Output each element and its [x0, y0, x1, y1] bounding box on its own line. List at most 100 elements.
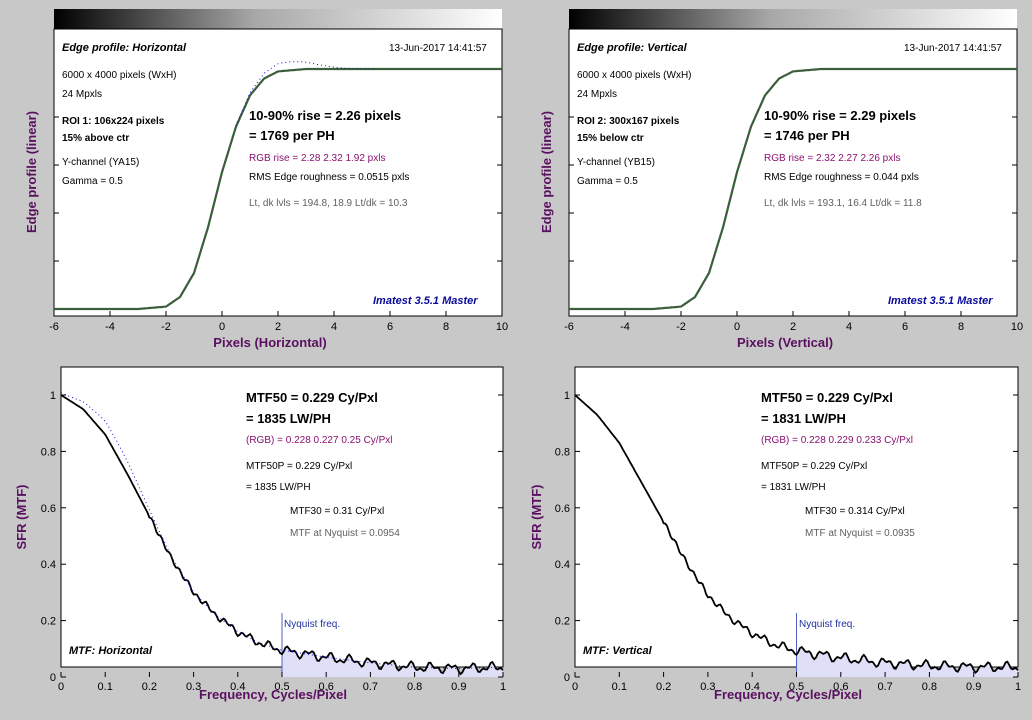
mtf50p: MTF50P = 0.229 Cy/Pxl	[246, 461, 352, 472]
x-tick-label: 0.6	[833, 681, 848, 693]
x-tick-label: 4	[846, 321, 852, 333]
x-tick-label: 0.9	[966, 681, 981, 693]
roi-position: 15% below ctr	[577, 133, 644, 144]
rgb-mtf50: (RGB) = 0.228 0.227 0.25 Cy/Pxl	[246, 435, 392, 446]
rgb-rise: RGB rise = 2.28 2.32 1.92 pxls	[249, 153, 385, 164]
timestamp: 13-Jun-2017 14:41:57	[904, 43, 1002, 54]
nyquist-label: Nyquist freq.	[284, 619, 340, 630]
edge-curve	[569, 67, 1017, 311]
x-tick-label: -2	[676, 321, 686, 333]
rise-value: 10-90% rise = 2.26 pixels	[249, 108, 401, 123]
y-axis-label: Edge profile (linear)	[539, 111, 554, 233]
info-resolution: 6000 x 4000 pixels (WxH)	[577, 70, 692, 81]
x-tick-label: 2	[790, 321, 796, 333]
edge-roughness: RMS Edge roughness = 0.0515 pxls	[249, 172, 409, 183]
edge-profile-line-luminance	[569, 68, 1017, 310]
y-tick-label: 1	[564, 390, 570, 402]
mtf-line	[60, 394, 504, 676]
nyquist-fill	[796, 613, 1018, 677]
info-resolution: 6000 x 4000 pixels (WxH)	[62, 70, 177, 81]
lw-ph: = 1831 LW/PH	[761, 411, 846, 426]
edge-gradient-strip	[569, 9, 1017, 29]
gamma: Gamma = 0.5	[577, 176, 638, 187]
mtf-at-nyquist: MTF at Nyquist = 0.0954	[290, 528, 400, 539]
x-tick-label: 0.2	[142, 681, 157, 693]
edge-curve	[54, 61, 502, 311]
channel: Y-channel (YB15)	[577, 157, 655, 168]
x-tick-label: 0.1	[612, 681, 627, 693]
lw-ph: = 1835 LW/PH	[246, 411, 331, 426]
x-tick-label: 1	[500, 681, 506, 693]
y-tick-label: 0.6	[41, 503, 56, 515]
x-tick-labels: -6 -4 -2 0 2 4 6 8 10	[49, 321, 508, 333]
levels: Lt, dk lvls = 193.1, 16.4 Lt/dk = 11.8	[764, 198, 922, 209]
x-tick-label: 0.9	[451, 681, 466, 693]
x-tick-label: 0.2	[656, 681, 671, 693]
mtf-curve	[574, 394, 1019, 675]
x-tick-label: 0.3	[186, 681, 201, 693]
x-tick-label: -4	[620, 321, 630, 333]
x-tick-labels: 0 0.1 0.2 0.3 0.4 0.5 0.6 0.7 0.8 0.9 1	[572, 672, 1021, 693]
per-ph-value: = 1769 per PH	[249, 128, 335, 143]
channel: Y-channel (YA15)	[62, 157, 139, 168]
x-axis-label: Frequency, Cycles/Pixel	[199, 687, 347, 702]
plot-area	[60, 366, 504, 668]
y-tick-label: 1	[50, 390, 56, 402]
x-tick-label: -4	[105, 321, 115, 333]
mtf-vertical-panel: MTF50 = 0.229 Cy/Pxl = 1831 LW/PH (RGB) …	[529, 366, 1021, 702]
y-axis-label: SFR (MTF)	[14, 485, 29, 550]
panel-title: MTF: Vertical	[583, 645, 653, 657]
x-tick-label: 0.6	[319, 681, 334, 693]
mtf50: MTF50 = 0.229 Cy/Pxl	[761, 390, 893, 405]
y-tick-labels: 0 0.2 0.4 0.6 0.8 1	[555, 390, 1018, 684]
edge-roughness: RMS Edge roughness = 0.044 pxls	[764, 172, 919, 183]
x-axis-label: Pixels (Vertical)	[737, 335, 833, 350]
rgb-rise: RGB rise = 2.32 2.27 2.26 pxls	[764, 153, 900, 164]
y-axis-label: SFR (MTF)	[529, 485, 544, 550]
y-tick-label: 0.6	[555, 503, 570, 515]
mtf30: MTF30 = 0.31 Cy/Pxl	[290, 506, 384, 517]
x-tick-label: 0	[572, 681, 578, 693]
sharpened-edge-line	[235, 61, 376, 126]
roi-size: ROI 2: 300x167 pixels	[577, 116, 680, 127]
brand-label: Imatest 3.5.1 Master	[888, 295, 993, 307]
y-tick-label: 0.8	[41, 446, 56, 458]
per-ph-value: = 1746 per PH	[764, 128, 850, 143]
roi-position: 15% above ctr	[62, 133, 129, 144]
mtf50p-lwph: = 1831 LW/PH	[761, 482, 826, 493]
mtf-line	[574, 394, 1019, 675]
y-tick-label: 0	[50, 672, 56, 684]
x-tick-label: 0.5	[789, 681, 804, 693]
x-tick-label: 8	[958, 321, 964, 333]
mtf-curve	[60, 392, 504, 676]
rise-value: 10-90% rise = 2.29 pixels	[764, 108, 916, 123]
x-tick-label: 8	[443, 321, 449, 333]
x-tick-label: 0	[219, 321, 225, 333]
x-tick-label: 0.7	[363, 681, 378, 693]
y-tick-label: 0.4	[41, 559, 56, 571]
x-tick-label: 0.5	[274, 681, 289, 693]
levels: Lt, dk lvls = 194.8, 18.9 Lt/dk = 10.3	[249, 198, 408, 209]
panel-title: MTF: Horizontal	[69, 645, 153, 657]
mtf-at-nyquist: MTF at Nyquist = 0.0935	[805, 528, 915, 539]
x-tick-label: 0.8	[922, 681, 937, 693]
x-tick-label: 10	[1011, 321, 1023, 333]
brand-label: Imatest 3.5.1 Master	[373, 295, 478, 307]
x-tick-label: 10	[496, 321, 508, 333]
mtf30: MTF30 = 0.314 Cy/Pxl	[805, 506, 905, 517]
grid	[568, 116, 1018, 316]
roi-size: ROI 1: 106x224 pixels	[62, 116, 165, 127]
x-tick-label: 0.7	[877, 681, 892, 693]
y-tick-label: 0.8	[555, 446, 570, 458]
x-tick-label: -6	[564, 321, 574, 333]
edge-profile-line-luminance	[54, 68, 502, 310]
y-tick-label: 0.4	[555, 559, 570, 571]
x-tick-label: 6	[902, 321, 908, 333]
rgb-mtf50: (RGB) = 0.228 0.229 0.233 Cy/Pxl	[761, 435, 913, 446]
x-tick-label: 0.4	[230, 681, 245, 693]
x-tick-label: 0	[734, 321, 740, 333]
edge-profile-horizontal-panel: Edge profile: Horizontal 13-Jun-2017 14:…	[24, 9, 508, 350]
x-tick-label: 0.4	[745, 681, 760, 693]
y-tick-label: 0.2	[555, 616, 570, 628]
x-tick-label: 0	[58, 681, 64, 693]
